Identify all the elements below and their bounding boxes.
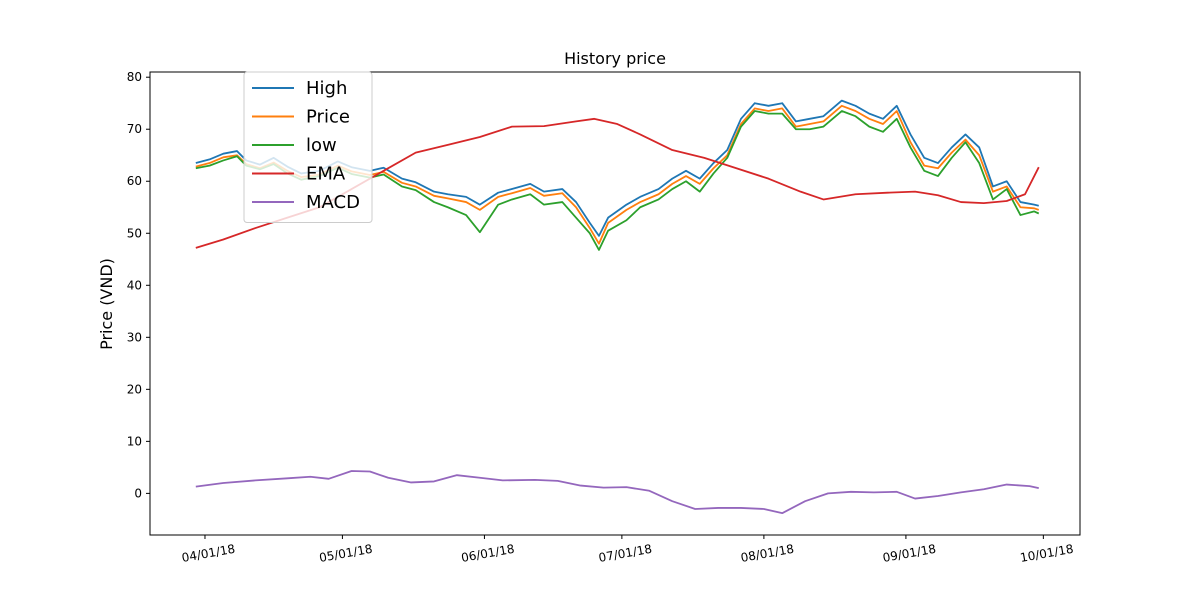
- y-tick-label: 40: [127, 278, 142, 292]
- y-tick-label: 50: [127, 226, 142, 240]
- legend-box: [243, 71, 373, 223]
- y-tick-label: 30: [127, 330, 142, 344]
- chart-title: History price: [564, 49, 666, 68]
- plot-frame: [149, 71, 1081, 536]
- y-axis-label: Price (VND): [97, 258, 116, 350]
- legend: High Price low EMA MACD: [243, 71, 373, 223]
- y-tick-label: 0: [134, 486, 142, 500]
- legend-label-ema: EMA: [306, 164, 346, 185]
- y-tick-label: 70: [127, 122, 142, 136]
- y-tick-label: 80: [127, 70, 142, 84]
- y-tick-label: 10: [127, 434, 142, 448]
- y-tick-label: 20: [127, 382, 142, 396]
- legend-label-low: low: [306, 135, 337, 156]
- legend-label-price: Price: [306, 107, 350, 128]
- legend-label-high: High: [306, 78, 347, 99]
- series-line-macd: [195, 470, 1039, 515]
- legend-label-macd: MACD: [306, 192, 360, 213]
- y-tick-label: 60: [127, 174, 142, 188]
